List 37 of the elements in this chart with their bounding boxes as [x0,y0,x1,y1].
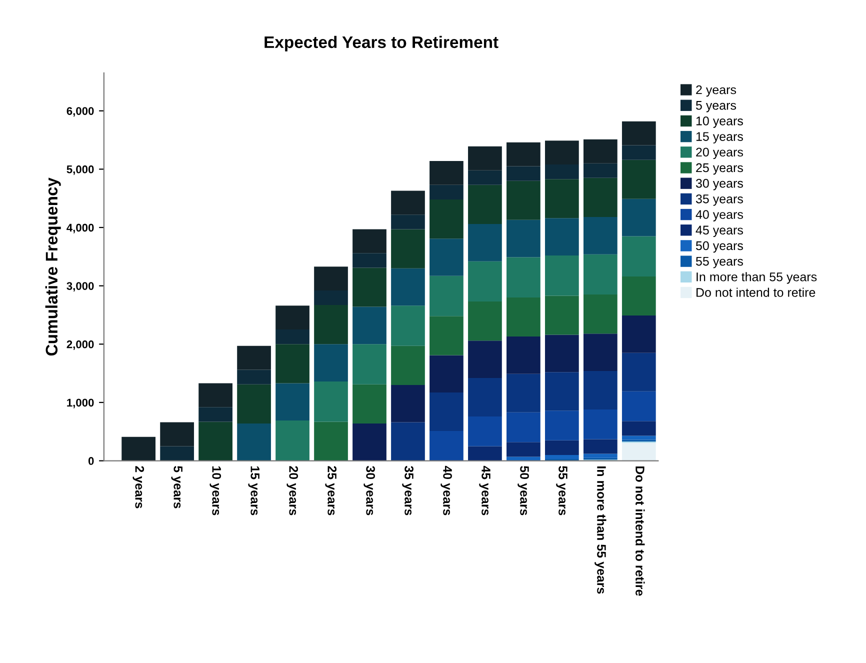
legend-label: 30 years [696,178,743,190]
x-tick-label: 30 years [364,466,375,516]
x-tick-label: 50 years [518,466,529,516]
legend-label: 45 years [696,226,743,237]
y-tick-label: 6,000 [66,107,94,117]
legend-label: In more than 55 years [696,272,817,284]
x-tick-label: In more than 55 years [594,466,606,594]
x-tick-label: 35 years [402,466,414,516]
x-tick-label: 15 years [248,466,260,516]
legend-label: 20 years [696,148,743,160]
y-axis-title: Cumulative Frequency [45,178,61,356]
legend-label: Do not intend to retire [696,288,816,297]
legend-label: 50 years [696,241,743,253]
chart-title: Expected Years to Retirement [264,36,498,52]
legend-label: 2 years [696,85,736,97]
x-tick-label: 20 years [286,466,298,516]
legend-label: 55 years [696,256,743,268]
x-tick-label: Do not intend to retire [636,466,645,596]
legend-label: 15 years [696,132,743,144]
y-tick-label: 3,000 [66,282,94,292]
x-tick-label: 5 years [171,466,182,508]
legend-label: 5 years [696,101,736,112]
x-tick-label: 40 years [440,466,452,516]
legend-label: 25 years [696,163,743,175]
y-tick-label: 4,000 [66,224,94,234]
x-tick-label: 25 years [325,466,336,516]
legend-label: 35 years [696,194,743,206]
y-tick-label: 0 [88,457,94,465]
x-tick-label: 2 years [132,466,144,508]
x-tick-label: 55 years [556,466,568,516]
legend-label: 40 years [696,210,743,222]
y-tick-label: 5,000 [66,165,94,175]
x-tick-label: 10 years [210,466,222,516]
x-tick-label: 45 years [479,466,490,516]
y-tick-label: 2,000 [66,340,94,350]
legend-label: 10 years [696,116,743,128]
y-tick-label: 1,000 [67,398,94,408]
